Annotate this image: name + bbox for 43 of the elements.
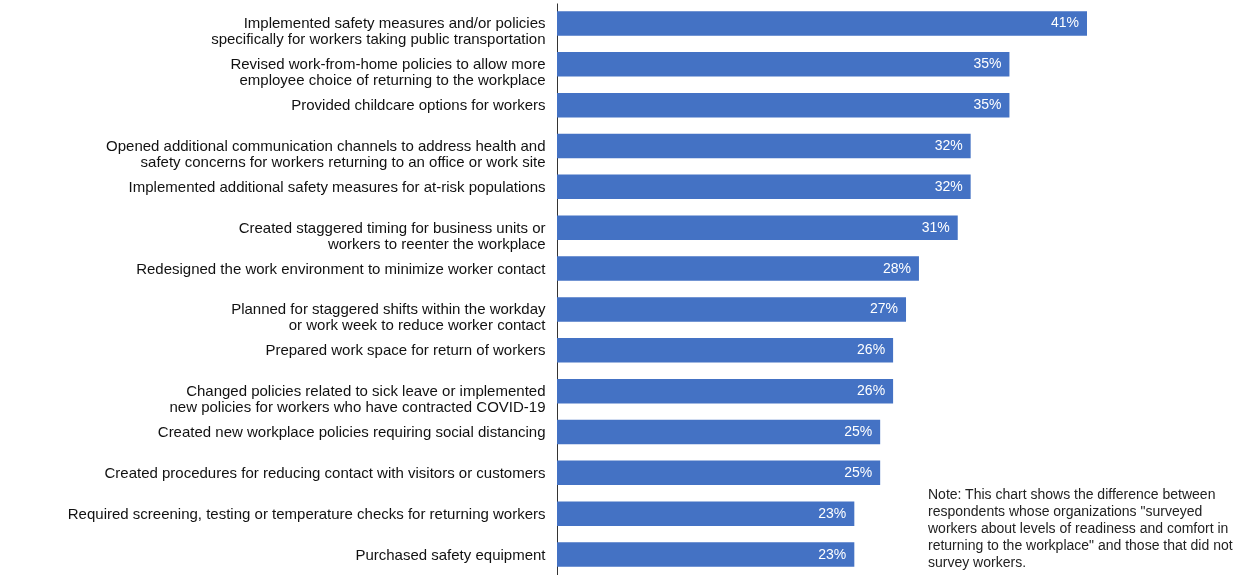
bar — [557, 338, 894, 363]
bar — [557, 460, 881, 486]
data-label: 35% — [973, 96, 1002, 113]
bar — [557, 174, 971, 200]
data-label: 25% — [844, 463, 873, 480]
data-label: 26% — [857, 341, 886, 358]
y-tick-label: Purchased safety equipment — [355, 545, 547, 563]
bar — [557, 256, 919, 281]
annotation: Note: This chart shows the difference between respondents whose organizations "surveyed workers about levels of readiness and comfort in returning to the workplace" and those that did not survey workers. — [928, 486, 1234, 571]
y-tick-label: Provided childcare options for workers — [291, 96, 546, 114]
data-label: 32% — [934, 137, 963, 153]
data-label: 41% — [1050, 14, 1079, 31]
bar — [557, 52, 1010, 77]
data-label: 23% — [818, 504, 847, 521]
bar — [557, 215, 958, 240]
y-tick-label: Prepared work space for return of workers — [265, 341, 546, 359]
bar — [557, 133, 971, 159]
y-tick-label: Redesigned the work environment to minimize worker contact — [136, 259, 547, 277]
bar — [557, 419, 881, 445]
bar — [557, 297, 907, 322]
bar — [557, 92, 1010, 118]
data-label: 28% — [882, 259, 911, 276]
y-tick-label: Created new workplace policies requiring social distancing — [157, 423, 546, 440]
data-label: 31% — [921, 218, 950, 235]
y-tick-label: Implemented safety measures and/or policies specifically for workers taking public transportation — [211, 14, 546, 48]
bar — [557, 378, 894, 404]
y-tick-label: Opened additional communication channels to address health and safety concerns for workers returning to an office or work site — [106, 137, 546, 170]
data-label: 25% — [844, 423, 873, 439]
y-tick-label: Planned for staggered shifts within the workday or work week to reduce worker contact — [231, 300, 547, 334]
y-tick-label: Created procedures for reducing contact with visitors or customers — [104, 463, 546, 481]
data-label: 23% — [818, 545, 847, 562]
y-tick-label: Changed policies related to sick leave or implemented new policies for workers who have contracted COVID-19 — [169, 382, 546, 416]
y-tick-label: Created staggered timing for business units or workers to reenter the workplace — [238, 218, 546, 252]
y-tick-label: Revised work-from-home policies to allow more employee choice of returning to the workplace — [230, 55, 546, 89]
y-tick-label: Required screening, testing or temperature checks for returning workers — [67, 504, 546, 522]
data-label: 32% — [934, 177, 963, 194]
y-tick-label: Implemented additional safety measures for at-risk populations — [128, 177, 546, 195]
bar — [557, 11, 1087, 36]
data-label: 35% — [973, 55, 1002, 72]
bar — [557, 501, 855, 526]
data-label: 27% — [869, 300, 899, 317]
data-label: 26% — [857, 382, 886, 399]
bar — [557, 542, 855, 567]
